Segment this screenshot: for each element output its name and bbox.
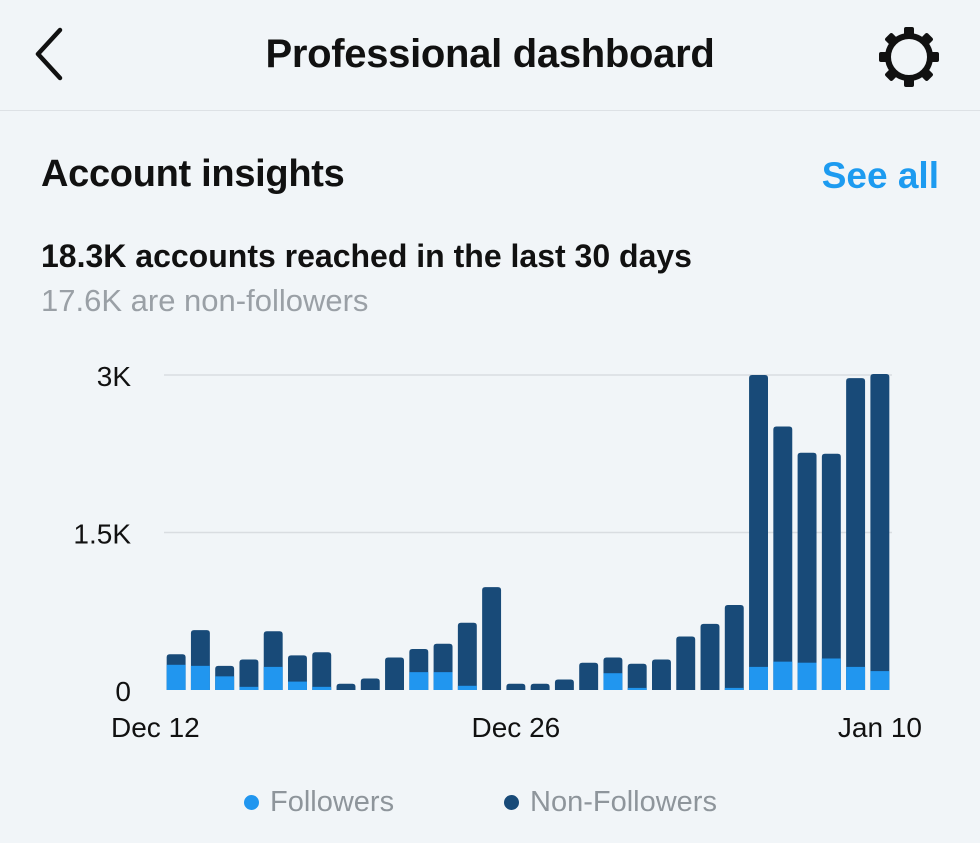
bar-group[interactable] xyxy=(385,657,404,690)
bar-non-followers xyxy=(652,659,671,690)
section-title: Account insights xyxy=(41,153,345,195)
legend-label-non-followers: Non-Followers xyxy=(530,786,717,818)
bar-followers xyxy=(627,687,647,690)
bar-followers xyxy=(749,666,768,690)
bar-non-followers xyxy=(482,587,502,690)
bar-group[interactable] xyxy=(409,649,429,690)
bar-non-followers xyxy=(385,657,404,690)
legend-dot-non-followers xyxy=(504,795,519,810)
reach-summary: 18.3K accounts reached in the last 30 da… xyxy=(41,238,692,274)
chevron-left-icon xyxy=(35,27,63,81)
bar-group[interactable] xyxy=(336,683,356,690)
y-tick-label: 3K xyxy=(97,361,132,392)
bar-group[interactable] xyxy=(433,643,453,690)
bar-group[interactable] xyxy=(506,683,526,690)
bar-non-followers xyxy=(846,378,866,690)
bar-group[interactable] xyxy=(676,636,696,690)
page-title: Professional dashboard xyxy=(265,32,715,76)
bar-followers xyxy=(409,672,429,690)
bar-non-followers xyxy=(239,659,259,690)
bar-group[interactable] xyxy=(870,373,890,690)
bar-non-followers xyxy=(530,683,550,690)
bar-group[interactable] xyxy=(724,604,744,690)
top-bar: Professional dashboard xyxy=(0,0,980,111)
bar-non-followers xyxy=(360,678,380,690)
bar-group[interactable] xyxy=(288,655,307,690)
settings-button[interactable] xyxy=(876,26,942,88)
bar-followers xyxy=(821,658,841,690)
bar-non-followers xyxy=(288,655,307,690)
bar-non-followers xyxy=(724,604,744,690)
see-all-link[interactable]: See all xyxy=(821,155,939,196)
bar-group[interactable] xyxy=(215,665,235,690)
bar-group[interactable] xyxy=(482,587,502,690)
x-tick-label: Dec 26 xyxy=(472,712,561,743)
bar-followers xyxy=(870,671,890,690)
bar-followers xyxy=(846,666,866,690)
bar-followers xyxy=(603,673,623,690)
bar-group[interactable] xyxy=(312,652,332,690)
bar-followers xyxy=(797,662,817,690)
bar-non-followers xyxy=(554,679,574,690)
bar-non-followers xyxy=(773,426,793,690)
bar-group[interactable] xyxy=(846,378,866,690)
legend-label-followers: Followers xyxy=(270,786,395,818)
bar-non-followers xyxy=(336,683,356,690)
bar-group[interactable] xyxy=(360,678,380,690)
bar-non-followers xyxy=(579,662,599,690)
bar-group[interactable] xyxy=(821,453,841,690)
bar-group[interactable] xyxy=(166,654,186,690)
non-followers-summary: 17.6K are non-followers xyxy=(41,283,369,318)
legend-followers: Followers xyxy=(244,786,394,819)
bar-followers xyxy=(239,686,259,690)
bar-followers xyxy=(773,661,793,690)
bar-group[interactable] xyxy=(773,426,793,690)
bar-group[interactable] xyxy=(797,452,817,690)
legend-non-followers: Non-Followers xyxy=(504,786,717,819)
bar-group[interactable] xyxy=(700,623,720,690)
bar-followers xyxy=(312,686,332,690)
bar-followers xyxy=(288,681,307,690)
bar-followers xyxy=(190,665,210,690)
bar-non-followers xyxy=(821,453,841,690)
bar-group[interactable] xyxy=(603,657,623,690)
bar-group[interactable] xyxy=(263,631,283,690)
bar-group[interactable] xyxy=(579,662,599,690)
reach-bar-chart: 0 1.5K 3K Dec 12 Dec 26 Jan 10 xyxy=(73,361,922,743)
bar-non-followers xyxy=(870,373,890,690)
x-tick-label: Dec 12 xyxy=(111,712,200,743)
bar-non-followers xyxy=(627,663,647,690)
bar-group[interactable] xyxy=(554,679,574,691)
y-tick-label: 0 xyxy=(115,676,131,707)
bar-non-followers xyxy=(506,683,526,690)
bar-group[interactable] xyxy=(652,659,671,690)
bar-non-followers xyxy=(797,452,817,690)
chart-legend: Followers Non-Followers xyxy=(0,786,980,822)
bar-group[interactable] xyxy=(530,683,550,690)
bar-non-followers xyxy=(676,636,696,690)
bar-followers xyxy=(433,672,453,690)
bar-group[interactable] xyxy=(239,659,259,690)
bar-followers xyxy=(215,676,235,690)
bar-followers xyxy=(166,664,186,690)
bar-group[interactable] xyxy=(749,375,768,690)
bar-followers xyxy=(263,666,283,690)
bar-non-followers xyxy=(749,375,768,690)
bar-followers xyxy=(724,687,744,690)
bar-non-followers xyxy=(700,623,720,690)
back-button[interactable] xyxy=(28,24,72,84)
bar-followers xyxy=(457,685,477,690)
legend-dot-followers xyxy=(244,795,259,810)
gear-icon xyxy=(879,27,939,87)
bar-non-followers xyxy=(312,652,332,690)
bar-group[interactable] xyxy=(627,663,647,690)
bar-non-followers xyxy=(457,622,477,690)
x-tick-label: Jan 10 xyxy=(838,712,922,743)
bar-group[interactable] xyxy=(457,622,477,690)
bar-group[interactable] xyxy=(190,630,210,690)
y-tick-label: 1.5K xyxy=(73,519,131,550)
